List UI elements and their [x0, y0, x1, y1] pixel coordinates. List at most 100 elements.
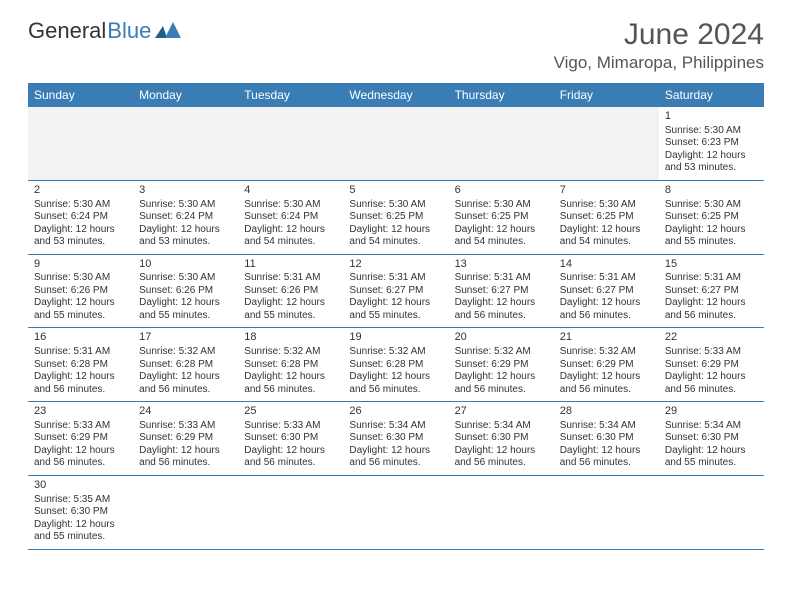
daylight-text: Daylight: 12 hours and 53 minutes. — [34, 224, 127, 249]
day-header-sunday: Sunday — [28, 83, 133, 107]
daylight-text: Daylight: 12 hours and 55 minutes. — [665, 224, 758, 249]
day-header-wednesday: Wednesday — [343, 83, 448, 107]
day-cell: 28Sunrise: 5:34 AMSunset: 6:30 PMDayligh… — [554, 402, 659, 475]
day-cell: 24Sunrise: 5:33 AMSunset: 6:29 PMDayligh… — [133, 402, 238, 475]
daylight-text: Daylight: 12 hours and 55 minutes. — [244, 297, 337, 322]
sunrise-text: Sunrise: 5:30 AM — [560, 199, 653, 212]
week-row: 2Sunrise: 5:30 AMSunset: 6:24 PMDaylight… — [28, 180, 764, 254]
logo-mark-icon — [155, 18, 181, 44]
header: GeneralBlue June 2024 Vigo, Mimaropa, Ph… — [28, 18, 764, 73]
day-cell: 18Sunrise: 5:32 AMSunset: 6:28 PMDayligh… — [238, 328, 343, 401]
daylight-text: Daylight: 12 hours and 56 minutes. — [34, 371, 127, 396]
day-number: 10 — [139, 258, 232, 272]
day-cell: 13Sunrise: 5:31 AMSunset: 6:27 PMDayligh… — [449, 255, 554, 328]
day-cell: 27Sunrise: 5:34 AMSunset: 6:30 PMDayligh… — [449, 402, 554, 475]
day-number: 13 — [455, 258, 548, 272]
daylight-text: Daylight: 12 hours and 56 minutes. — [349, 445, 442, 470]
daylight-text: Daylight: 12 hours and 56 minutes. — [349, 371, 442, 396]
day-number: 11 — [244, 258, 337, 272]
day-number: 12 — [349, 258, 442, 272]
sunrise-text: Sunrise: 5:33 AM — [139, 420, 232, 433]
sunset-text: Sunset: 6:25 PM — [560, 211, 653, 224]
daylight-text: Daylight: 12 hours and 53 minutes. — [665, 150, 758, 175]
day-number: 24 — [139, 405, 232, 419]
day-number: 21 — [560, 331, 653, 345]
sunset-text: Sunset: 6:28 PM — [244, 359, 337, 372]
day-cell: 22Sunrise: 5:33 AMSunset: 6:29 PMDayligh… — [659, 328, 764, 401]
day-cell: 12Sunrise: 5:31 AMSunset: 6:27 PMDayligh… — [343, 255, 448, 328]
sunrise-text: Sunrise: 5:31 AM — [665, 272, 758, 285]
day-number: 1 — [665, 110, 758, 124]
sunset-text: Sunset: 6:27 PM — [665, 285, 758, 298]
daylight-text: Daylight: 12 hours and 56 minutes. — [560, 297, 653, 322]
day-cell: 26Sunrise: 5:34 AMSunset: 6:30 PMDayligh… — [343, 402, 448, 475]
day-cell: 23Sunrise: 5:33 AMSunset: 6:29 PMDayligh… — [28, 402, 133, 475]
sunrise-text: Sunrise: 5:31 AM — [349, 272, 442, 285]
day-cell: 16Sunrise: 5:31 AMSunset: 6:28 PMDayligh… — [28, 328, 133, 401]
sunrise-text: Sunrise: 5:34 AM — [560, 420, 653, 433]
logo-text-blue: Blue — [107, 18, 151, 44]
sunrise-text: Sunrise: 5:32 AM — [244, 346, 337, 359]
day-number: 7 — [560, 184, 653, 198]
daylight-text: Daylight: 12 hours and 54 minutes. — [349, 224, 442, 249]
daylight-text: Daylight: 12 hours and 56 minutes. — [139, 371, 232, 396]
daylight-text: Daylight: 12 hours and 54 minutes. — [455, 224, 548, 249]
day-cell: 21Sunrise: 5:32 AMSunset: 6:29 PMDayligh… — [554, 328, 659, 401]
sunrise-text: Sunrise: 5:33 AM — [665, 346, 758, 359]
day-number: 6 — [455, 184, 548, 198]
daylight-text: Daylight: 12 hours and 56 minutes. — [665, 297, 758, 322]
day-cell: 8Sunrise: 5:30 AMSunset: 6:25 PMDaylight… — [659, 181, 764, 254]
day-cell — [659, 476, 764, 549]
day-number: 25 — [244, 405, 337, 419]
day-cell — [238, 107, 343, 180]
daylight-text: Daylight: 12 hours and 55 minutes. — [34, 297, 127, 322]
sunrise-text: Sunrise: 5:32 AM — [349, 346, 442, 359]
sunset-text: Sunset: 6:27 PM — [560, 285, 653, 298]
daylight-text: Daylight: 12 hours and 56 minutes. — [455, 371, 548, 396]
day-cell — [28, 107, 133, 180]
sunset-text: Sunset: 6:30 PM — [349, 432, 442, 445]
sunset-text: Sunset: 6:24 PM — [139, 211, 232, 224]
day-cell: 2Sunrise: 5:30 AMSunset: 6:24 PMDaylight… — [28, 181, 133, 254]
day-cell — [133, 107, 238, 180]
sunset-text: Sunset: 6:29 PM — [560, 359, 653, 372]
day-number: 4 — [244, 184, 337, 198]
logo-text-general: General — [28, 18, 106, 44]
day-number: 2 — [34, 184, 127, 198]
sunset-text: Sunset: 6:30 PM — [244, 432, 337, 445]
sunrise-text: Sunrise: 5:31 AM — [560, 272, 653, 285]
sunset-text: Sunset: 6:27 PM — [349, 285, 442, 298]
sunset-text: Sunset: 6:27 PM — [455, 285, 548, 298]
sunrise-text: Sunrise: 5:30 AM — [34, 272, 127, 285]
day-number: 28 — [560, 405, 653, 419]
day-cell: 4Sunrise: 5:30 AMSunset: 6:24 PMDaylight… — [238, 181, 343, 254]
sunrise-text: Sunrise: 5:30 AM — [34, 199, 127, 212]
daylight-text: Daylight: 12 hours and 56 minutes. — [244, 445, 337, 470]
sunrise-text: Sunrise: 5:30 AM — [455, 199, 548, 212]
day-header-saturday: Saturday — [659, 83, 764, 107]
sunrise-text: Sunrise: 5:32 AM — [560, 346, 653, 359]
sunrise-text: Sunrise: 5:30 AM — [349, 199, 442, 212]
sunrise-text: Sunrise: 5:34 AM — [455, 420, 548, 433]
day-cell: 6Sunrise: 5:30 AMSunset: 6:25 PMDaylight… — [449, 181, 554, 254]
day-cell: 25Sunrise: 5:33 AMSunset: 6:30 PMDayligh… — [238, 402, 343, 475]
week-row: 30Sunrise: 5:35 AMSunset: 6:30 PMDayligh… — [28, 475, 764, 549]
day-header-friday: Friday — [554, 83, 659, 107]
day-number: 19 — [349, 331, 442, 345]
day-number: 3 — [139, 184, 232, 198]
daylight-text: Daylight: 12 hours and 55 minutes. — [349, 297, 442, 322]
day-cell — [133, 476, 238, 549]
sunset-text: Sunset: 6:30 PM — [665, 432, 758, 445]
day-number: 9 — [34, 258, 127, 272]
sunrise-text: Sunrise: 5:31 AM — [244, 272, 337, 285]
sunset-text: Sunset: 6:26 PM — [34, 285, 127, 298]
day-header-thursday: Thursday — [449, 83, 554, 107]
sunrise-text: Sunrise: 5:30 AM — [139, 199, 232, 212]
sunrise-text: Sunrise: 5:31 AM — [34, 346, 127, 359]
sunset-text: Sunset: 6:24 PM — [244, 211, 337, 224]
day-cell: 11Sunrise: 5:31 AMSunset: 6:26 PMDayligh… — [238, 255, 343, 328]
day-number: 20 — [455, 331, 548, 345]
day-cell — [554, 476, 659, 549]
sunset-text: Sunset: 6:25 PM — [349, 211, 442, 224]
sunset-text: Sunset: 6:29 PM — [455, 359, 548, 372]
